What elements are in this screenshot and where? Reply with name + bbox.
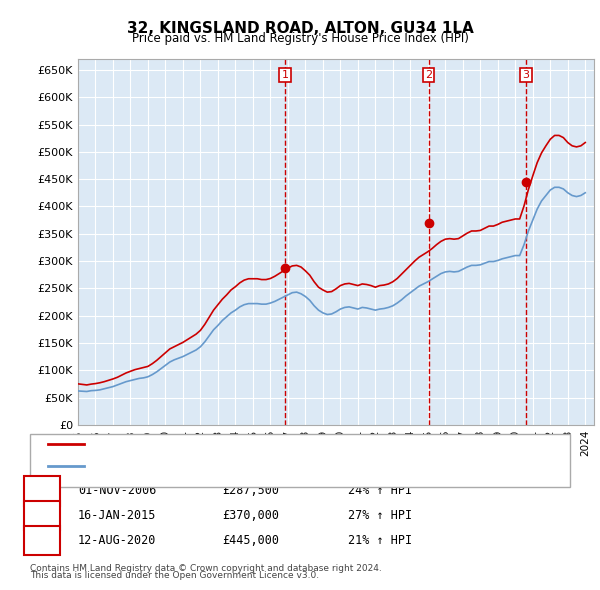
Text: This data is licensed under the Open Government Licence v3.0.: This data is licensed under the Open Gov… [30, 571, 319, 580]
Text: £445,000: £445,000 [222, 534, 279, 547]
Text: 2: 2 [425, 70, 432, 80]
Text: 24% ↑ HPI: 24% ↑ HPI [348, 484, 412, 497]
Text: 27% ↑ HPI: 27% ↑ HPI [348, 509, 412, 522]
Text: 21% ↑ HPI: 21% ↑ HPI [348, 534, 412, 547]
Text: 2: 2 [38, 509, 46, 522]
Text: 1: 1 [38, 484, 46, 497]
Text: 1: 1 [281, 70, 289, 80]
Text: 01-NOV-2006: 01-NOV-2006 [78, 484, 157, 497]
Text: 3: 3 [523, 70, 530, 80]
Text: Price paid vs. HM Land Registry's House Price Index (HPI): Price paid vs. HM Land Registry's House … [131, 32, 469, 45]
Text: 16-JAN-2015: 16-JAN-2015 [78, 509, 157, 522]
Text: 32, KINGSLAND ROAD, ALTON, GU34 1LA: 32, KINGSLAND ROAD, ALTON, GU34 1LA [127, 21, 473, 35]
Text: 3: 3 [38, 534, 46, 547]
Text: HPI: Average price, semi-detached house, East Hampshire: HPI: Average price, semi-detached house,… [90, 461, 394, 471]
Text: 32, KINGSLAND ROAD, ALTON, GU34 1LA (semi-detached house): 32, KINGSLAND ROAD, ALTON, GU34 1LA (sem… [90, 440, 427, 449]
Text: Contains HM Land Registry data © Crown copyright and database right 2024.: Contains HM Land Registry data © Crown c… [30, 563, 382, 573]
Text: £287,500: £287,500 [222, 484, 279, 497]
Text: 12-AUG-2020: 12-AUG-2020 [78, 534, 157, 547]
Text: £370,000: £370,000 [222, 509, 279, 522]
